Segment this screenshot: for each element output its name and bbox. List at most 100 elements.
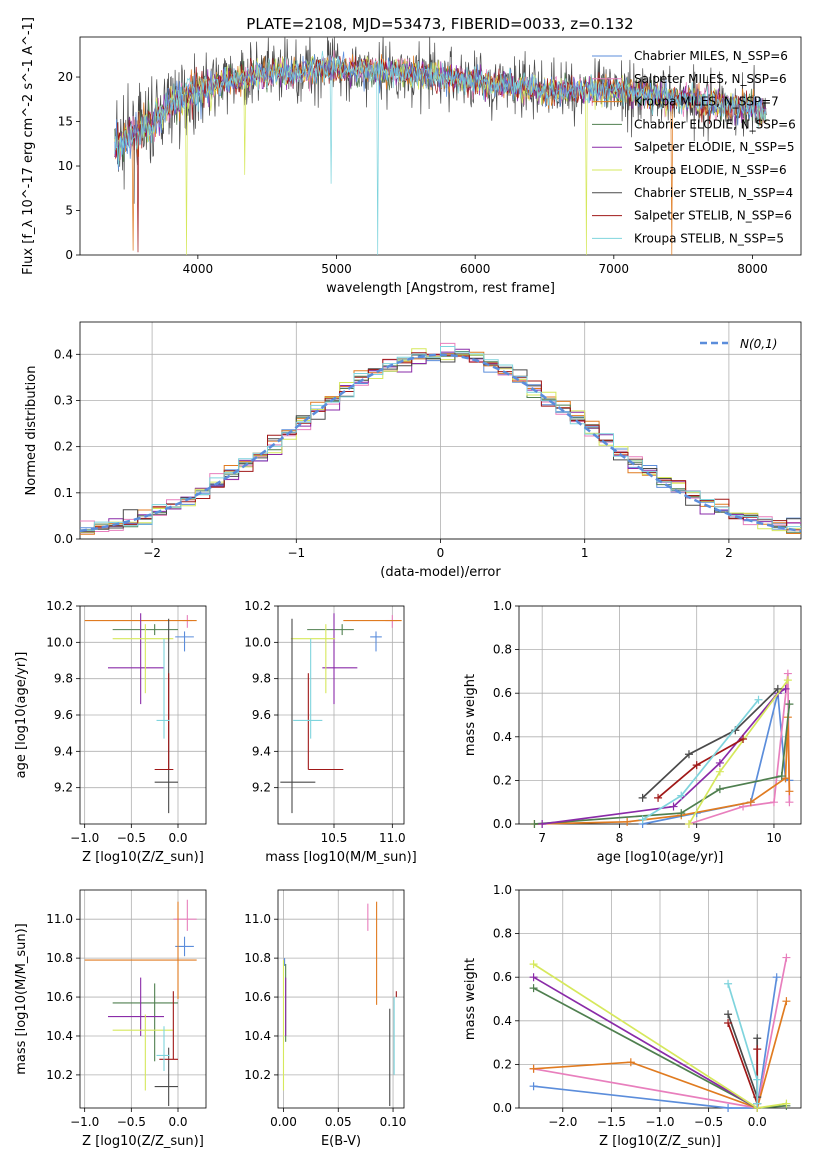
- spectrum-xtick-label: 6000: [460, 262, 491, 276]
- weight_vs_age-marker-kroupa_miles: [746, 798, 755, 807]
- weight_vs_Z-marker-chabrier_miles: [529, 1082, 538, 1091]
- weight_vs_Z-ytick-label: 0.4: [493, 1014, 512, 1028]
- residuals-ytick-label: 0.1: [54, 486, 73, 500]
- age_vs_Z-xtick-label: 0.0: [168, 831, 187, 845]
- weight_vs_age-xtick-label: 8: [616, 831, 624, 845]
- residuals-panel: −2 −1 0 1 2 0.0 0.1 0.2 0.3 0.4 (data-model)/error…: [24, 321, 802, 580]
- spectrum-legend-label: Kroupa MILES, N_SSP=7: [634, 95, 779, 109]
- mass_vs_ebv-ytick-label: 10.8: [244, 951, 271, 965]
- spectrum-frame: [79, 36, 802, 256]
- weight_vs_age-marker-salpeter_elodie: [538, 820, 547, 828]
- age_vs_Z-xtick-label: −0.5: [117, 831, 146, 845]
- weight_vs_Z-frame: [518, 889, 802, 1109]
- age_vs_mass-ytick-label: 9.2: [252, 781, 271, 795]
- residuals-gaussian-curve: [79, 353, 802, 533]
- weight_vs_Z-ytick-label: 0.8: [493, 927, 512, 941]
- weight_vs_Z-marker-kroupa_elodie: [782, 1099, 791, 1108]
- age_vs_mass-xtick-label: 10.5: [321, 831, 348, 845]
- age_vs_Z-ytick-label: 10.0: [46, 635, 73, 649]
- mass_vs_Z-ytick-label: 10.8: [46, 951, 73, 965]
- weight_vs_age-marker-kroupa_stelib: [754, 695, 763, 704]
- weight_vs_age-ytick-label: 0.0: [493, 817, 512, 831]
- weight_vs_Z-line-salpeter_elodie: [533, 976, 758, 1109]
- spectrum-ytick-label: 15: [58, 115, 73, 129]
- age_vs_Z-xtick-label: −1.0: [70, 831, 99, 845]
- weight_vs_Z-xlabel: Z [log10(Z/Z_sun)]: [599, 1134, 721, 1149]
- weight_vs_Z-ylabel: mass weight: [463, 958, 478, 1040]
- weight_vs_Z-marker-salpeter_stelib: [724, 1018, 733, 1027]
- weight_vs_age-xtick-label: 9: [693, 831, 701, 845]
- mass_vs_Z-ytick-label: 10.6: [46, 990, 73, 1004]
- weight_vs_age-xlabel: age [log10(age/yr)]: [597, 850, 724, 865]
- weight_vs_age-xtick-label: 7: [538, 831, 546, 845]
- spectrum-ytick-label: 10: [58, 159, 73, 173]
- residuals-xtick-label: 2: [725, 546, 733, 560]
- weight_vs_age-marker-salpeter_miles: [785, 798, 794, 807]
- weight_vs_age-frame: [518, 605, 802, 825]
- age_vs_mass-ytick-label: 10.0: [244, 635, 271, 649]
- weight_vs_Z-panel: −2.0 −1.5 −1.0 −0.5 0.0 0.0 0.2 0.4 0.6 0.8 1.0 Z […: [463, 883, 802, 1149]
- weight_vs_Z-ytick-label: 0.0: [493, 1101, 512, 1115]
- mass_vs_Z-xtick-label: −1.0: [70, 1115, 99, 1129]
- weight_vs_age-marker-kroupa_elodie: [715, 767, 724, 776]
- weight_vs_Z-xtick-label: −0.5: [694, 1115, 723, 1129]
- weight_vs_age-ytick-label: 0.8: [493, 643, 512, 657]
- spectrum-xtick-label: 8000: [737, 262, 768, 276]
- residuals-xlabel: (data-model)/error: [380, 565, 501, 580]
- weight_vs_Z-ytick-label: 1.0: [493, 883, 512, 897]
- mass_vs_ebv-xtick-label: 0.00: [270, 1115, 297, 1129]
- age_vs_mass-frame: [277, 605, 405, 825]
- age_vs_Z-ytick-label: 10.2: [46, 599, 73, 613]
- weight_vs_Z-xtick-label: −2.0: [548, 1115, 577, 1129]
- spectrum-legend-label: Kroupa STELIB, N_SSP=5: [634, 231, 784, 245]
- mass_vs_ebv-panel: 0.00 0.05 0.10 10.2 10.4 10.6 10.8 11.0 E(B-V): [244, 889, 406, 1149]
- mass_vs_ebv-ytick-label: 10.4: [244, 1029, 271, 1043]
- weight_vs_age-ytick-label: 0.4: [493, 730, 512, 744]
- weight_vs_Z-marker-chabrier_elodie: [529, 984, 538, 993]
- weight_vs_age-marker-salpeter_stelib: [739, 734, 748, 743]
- weight_vs_Z-line-chabrier_miles: [533, 977, 778, 1109]
- spectrum-xtick-label: 4000: [183, 262, 214, 276]
- spectrum-ytick-label: 20: [58, 70, 73, 84]
- residuals-frame: [79, 321, 802, 540]
- spectrum-ytick-label: 0: [65, 248, 73, 262]
- spectrum-ylabel: Flux [f_λ 10^-17 erg cm^-2 s^-1 A^-1]: [21, 17, 36, 275]
- weight_vs_age-marker-chabrier_stelib: [684, 750, 693, 759]
- weight_vs_Z-line-chabrier_stelib: [727, 1014, 759, 1098]
- weight_vs_age-marker-salpeter_stelib: [692, 761, 701, 770]
- spectrum-ytick-label: 5: [65, 204, 73, 218]
- weight_vs_Z-marker-salpeter_elodie: [529, 973, 538, 982]
- weight_vs_Z-xtick-label: 0.0: [748, 1115, 767, 1129]
- weight_vs_Z-marker-kroupa_miles: [782, 997, 791, 1006]
- weight_vs_Z-marker-kroupa_miles: [529, 1064, 538, 1073]
- residuals-legend-label: N(0,1): [740, 337, 777, 351]
- age_vs_mass-ytick-label: 10.2: [244, 599, 271, 613]
- residuals-xtick-label: 0: [437, 546, 445, 560]
- weight_vs_Z-marker-kroupa_elodie: [529, 960, 538, 969]
- age_vs_Z-xlabel: Z [log10(Z/Z_sun)]: [82, 850, 204, 865]
- residuals-xtick-label: −2: [143, 546, 161, 560]
- weight_vs_Z-marker-kroupa_stelib: [753, 1075, 762, 1084]
- age_vs_mass-panel: 10.5 11.0 9.2 9.4 9.6 9.8 10.0 10.2 mass [log10(…: [244, 599, 416, 865]
- weight_vs_age-marker-kroupa_miles: [623, 817, 632, 826]
- age_vs_mass-ytick-label: 9.4: [252, 744, 271, 758]
- weight_vs_age-marker-chabrier_elodie: [715, 785, 724, 794]
- weight_vs_age-line-chabrier_miles: [642, 692, 790, 825]
- age_vs_mass-xtick-label: 11.0: [379, 831, 406, 845]
- residuals-ytick-label: 0.0: [54, 532, 73, 546]
- age_vs_Z-frame: [79, 605, 207, 825]
- weight_vs_age-marker-kroupa_elodie: [783, 676, 792, 685]
- weight_vs_age-marker-salpeter_elodie: [669, 802, 678, 811]
- weight_vs_age-ytick-label: 1.0: [493, 599, 512, 613]
- weight_vs_age-marker-kroupa_stelib: [677, 791, 686, 800]
- age_vs_Z-ytick-label: 9.8: [54, 672, 73, 686]
- weight_vs_Z-marker-salpeter_miles: [782, 953, 791, 962]
- spectrum-legend-label: Chabrier MILES, N_SSP=6: [634, 49, 788, 63]
- weight_vs_age-marker-salpeter_miles: [769, 798, 778, 807]
- age_vs_mass-ytick-label: 9.6: [252, 708, 271, 722]
- weight_vs_Z-marker-chabrier_miles: [772, 973, 781, 982]
- spectrum-legend-label: Kroupa ELODIE, N_SSP=6: [634, 163, 787, 177]
- age_vs_mass-xlabel: mass [log10(M/M_sun)]: [265, 850, 417, 865]
- mass_vs_Z-ytick-label: 10.2: [46, 1068, 73, 1082]
